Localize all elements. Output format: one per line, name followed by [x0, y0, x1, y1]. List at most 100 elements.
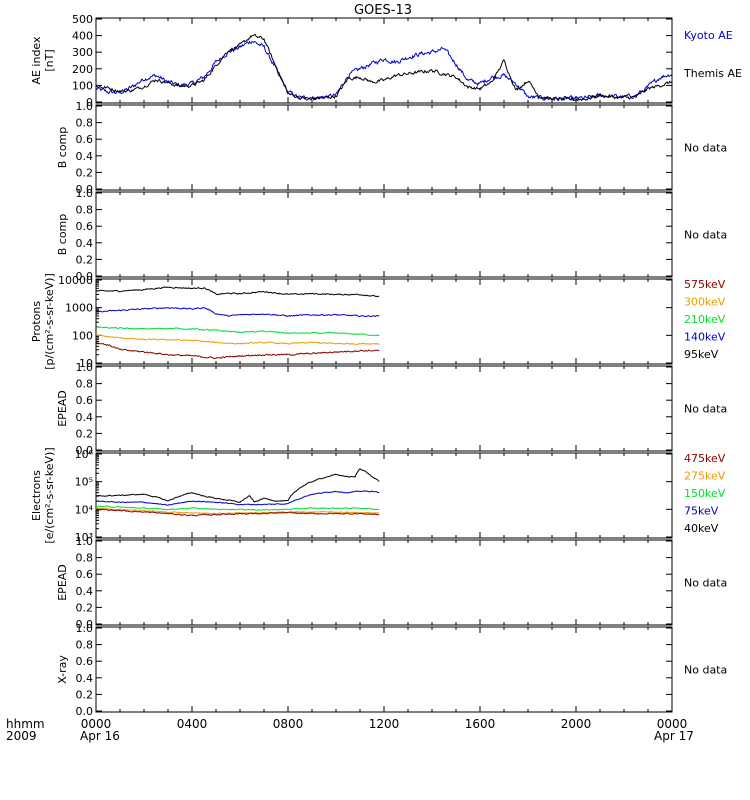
ytick-label-b2-4: 0.8 [76, 204, 94, 217]
panel-b2: 0.0 0.2 0.4 0.6 0.8 1.0 B comp No data [56, 187, 727, 283]
panel-ae: 0 100 200 300 400 500 AE index [nT] Kyoto AE Them… [30, 13, 742, 109]
ytick-label-xray-2: 0.4 [76, 672, 94, 685]
x-tick-label-2: 0800 [273, 717, 304, 731]
panel-xray: 0.0 0.2 0.4 0.6 0.8 1.0 X-ray No data [56, 622, 727, 718]
legend-electrons-0: 475keV [684, 452, 726, 465]
no-data-label-b1: No data [684, 142, 727, 155]
ytick-label-xray-4: 0.8 [76, 639, 94, 652]
ylabel-xray-0: X-ray [56, 655, 69, 684]
ytick-label-ae-2: 200 [72, 63, 93, 76]
panel-frame-b2 [95, 191, 673, 278]
legend-protons-3: 140keV [684, 331, 726, 344]
legend-protons-0: 575keV [684, 278, 726, 291]
ytick-label-epead1-2: 0.4 [76, 411, 94, 424]
panel-b1: 0.0 0.2 0.4 0.6 0.8 1.0 B comp No data [56, 100, 727, 196]
series-line-electrons-75kev [96, 490, 380, 506]
ytick-label-epead2-3: 0.6 [76, 568, 94, 581]
legend-ae-0: Kyoto AE [684, 29, 733, 42]
ytick-label-protons-1: 100 [72, 329, 93, 342]
no-data-label-epead2: No data [684, 577, 727, 590]
ytick-label-b2-1: 0.2 [76, 253, 94, 266]
ytick-label-epead2-4: 0.8 [76, 552, 94, 565]
legend-protons-2: 210keV [684, 313, 726, 326]
series-line-protons-95kev [96, 286, 380, 298]
series-line-electrons-275kev [96, 507, 380, 515]
panel-frame-epead1 [95, 365, 673, 452]
ytick-label-epead2-5: 1.0 [76, 535, 94, 548]
ylabel-electrons-0: Electrons [30, 470, 43, 521]
panel-frame-protons [95, 278, 673, 365]
legend-ae-1: Themis AE [683, 67, 742, 80]
ylabel-b2-0: B comp [56, 214, 69, 256]
legend-electrons-4: 40keV [684, 522, 719, 535]
ytick-label-epead2-0: 0.0 [76, 618, 94, 631]
ytick-label-xray-1: 0.2 [76, 688, 94, 701]
ytick-label-b1-4: 0.8 [76, 117, 94, 130]
time-axis: hhmm 2009 Apr 16 Apr 17 0000 0400 0800 1200… [6, 717, 694, 743]
x-tick-label-0: 0000 [81, 717, 112, 731]
x-tick-label-5: 2000 [561, 717, 592, 731]
ytick-label-xray-5: 1.0 [76, 622, 94, 635]
ytick-label-ae-5: 500 [72, 13, 93, 26]
ytick-label-xray-0: 0.0 [76, 705, 94, 718]
x-tick-label-1: 0400 [177, 717, 208, 731]
ytick-label-electrons-2: 10⁵ [75, 476, 93, 489]
chart-title: GOES-13 [354, 3, 412, 18]
series-line-electrons-475kev [96, 508, 380, 517]
ylabel-ae-1: [nT] [43, 49, 56, 71]
ylabel-electrons-1: [e/(cm²-s-sr-keV)] [43, 447, 56, 543]
ytick-label-electrons-3: 10⁶ [75, 448, 94, 461]
panel-protons: 10 100 1000 10000 Protons [p/(cm²-s-sr-keV)] 5… [30, 273, 726, 370]
ytick-label-ae-3: 300 [72, 46, 93, 59]
panel-frame-xray [95, 626, 673, 713]
panel-frame-epead2 [95, 539, 673, 626]
x-axis-date-start: Apr 16 [80, 729, 120, 743]
legend-electrons-3: 75keV [684, 505, 719, 518]
legend-electrons-2: 150keV [684, 487, 726, 500]
ytick-label-electrons-1: 10⁴ [75, 503, 94, 516]
ytick-label-epead1-4: 0.8 [76, 378, 94, 391]
ytick-label-ae-4: 400 [72, 30, 93, 43]
ylabel-protons-0: Protons [30, 301, 43, 342]
panel-frame-b1 [95, 104, 673, 191]
ytick-label-xray-3: 0.6 [76, 655, 94, 668]
ytick-label-b2-3: 0.6 [76, 220, 94, 233]
ytick-label-b1-1: 0.2 [76, 166, 94, 179]
no-data-label-epead1: No data [684, 403, 727, 416]
panel-epead2: 0.0 0.2 0.4 0.6 0.8 1.0 EPEAD No data [56, 535, 727, 631]
ytick-label-b1-5: 1.0 [76, 100, 94, 113]
x-axis-label-year: 2009 [6, 729, 37, 743]
ytick-label-electrons-0: 10³ [75, 531, 93, 544]
series-line-ae-kyoto-ae [96, 40, 672, 101]
ytick-label-epead1-5: 1.0 [76, 361, 94, 374]
ytick-label-epead1-0: 0.0 [76, 444, 94, 457]
ylabel-epead1-0: EPEAD [56, 390, 69, 427]
ytick-label-epead2-2: 0.4 [76, 585, 94, 598]
x-tick-label-3: 1200 [369, 717, 400, 731]
ylabel-b1-0: B comp [56, 127, 69, 169]
ylabel-protons-1: [p/(cm²-s-sr-keV)] [43, 273, 56, 370]
ytick-label-b2-2: 0.4 [76, 237, 94, 250]
x-axis-date-end: Apr 17 [654, 729, 694, 743]
ytick-label-protons-2: 1000 [65, 302, 93, 315]
series-line-protons-140kev [96, 306, 380, 318]
series-line-protons-575kev [96, 342, 380, 360]
ytick-label-epead1-1: 0.2 [76, 427, 94, 440]
ytick-label-protons-0: 10 [79, 357, 93, 370]
series-line-electrons-150kev [96, 505, 380, 511]
x-tick-label-4: 1600 [465, 717, 496, 731]
series-line-protons-210kev [96, 326, 380, 337]
ytick-label-epead1-3: 0.6 [76, 394, 94, 407]
series-line-electrons-40kev [96, 468, 380, 503]
ytick-label-b2-5: 1.0 [76, 187, 94, 200]
ytick-label-ae-1: 100 [72, 79, 93, 92]
legend-protons-4: 95keV [684, 348, 719, 361]
legend-electrons-1: 275keV [684, 470, 726, 483]
ytick-label-b2-0: 0.0 [76, 270, 94, 283]
series-line-protons-300kev [96, 334, 380, 346]
x-tick-label-6: 0000 [657, 717, 688, 731]
x-axis-label-hhmm: hhmm [6, 717, 45, 731]
no-data-label-xray: No data [684, 664, 727, 677]
no-data-label-b2: No data [684, 229, 727, 242]
